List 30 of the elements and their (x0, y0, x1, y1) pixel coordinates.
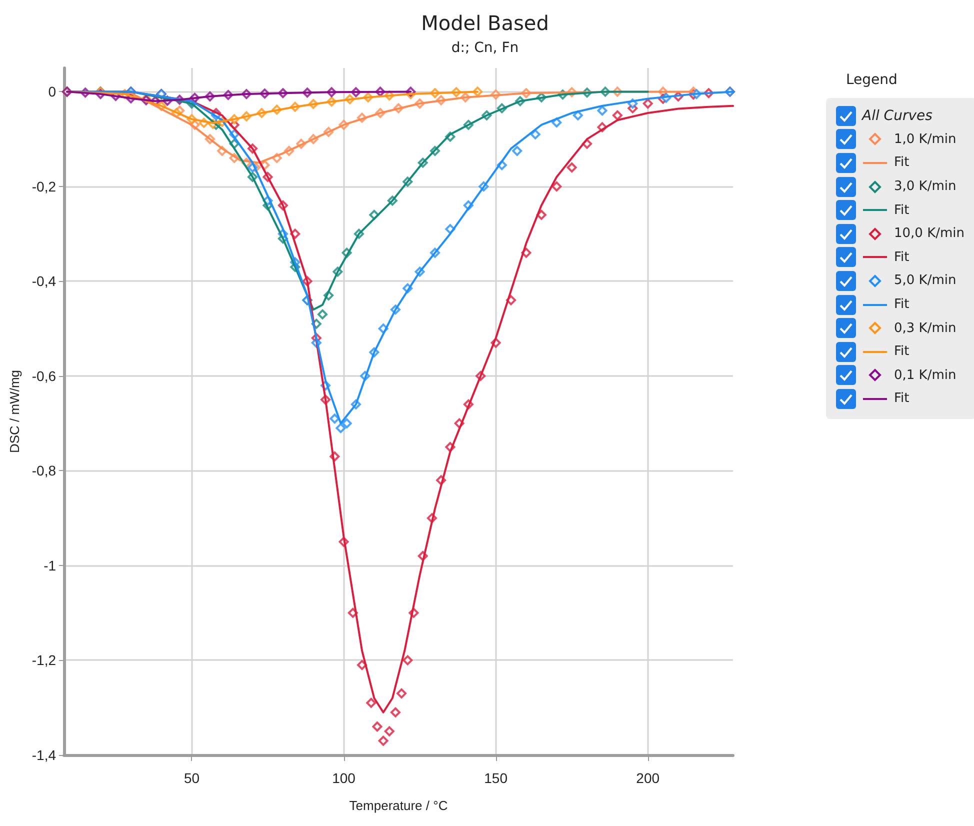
chart-subtitle: d:; Cn, Fn (451, 40, 519, 56)
y-tick-label: -0,2 (32, 178, 56, 194)
legend-label: 1,0 K/min (894, 132, 956, 147)
y-tick-label: -1,2 (32, 652, 56, 668)
legend-label: Fit (894, 344, 910, 360)
y-tick-label: -0,4 (32, 273, 56, 290)
legend-label: 0,1 K/min (894, 368, 956, 383)
y-tick-label: -0,8 (32, 462, 56, 479)
x-axis-title: Temperature / °C (349, 798, 448, 813)
legend-label: 0,3 K/min (894, 320, 956, 336)
legend-label: Fit (894, 391, 910, 406)
legend-label: Fit (894, 297, 910, 312)
legend-label: 10,0 K/min (894, 226, 964, 242)
legend-label: 5,0 K/min (894, 273, 956, 288)
legend-label: Fit (894, 250, 910, 265)
legend-label: 3,0 K/min (894, 179, 956, 194)
y-axis-title: DSC / mW/mg (7, 370, 22, 454)
text: All Curves (862, 108, 932, 124)
legend-title: Legend (846, 72, 898, 88)
x-tick-label: 100 (332, 770, 356, 786)
x-tick-label: 200 (636, 770, 660, 786)
x-tick-label: 50 (184, 770, 200, 786)
legend-label: Fit (894, 202, 910, 218)
y-tick-label: 0 (48, 84, 56, 100)
y-tick-label: -1 (44, 557, 56, 574)
y-tick-label: -1,4 (32, 747, 56, 763)
x-tick-label: 150 (484, 770, 508, 786)
chart-title: Model Based (421, 11, 549, 35)
y-tick-label: -0,6 (32, 368, 56, 384)
legend-label: Fit (894, 155, 910, 170)
